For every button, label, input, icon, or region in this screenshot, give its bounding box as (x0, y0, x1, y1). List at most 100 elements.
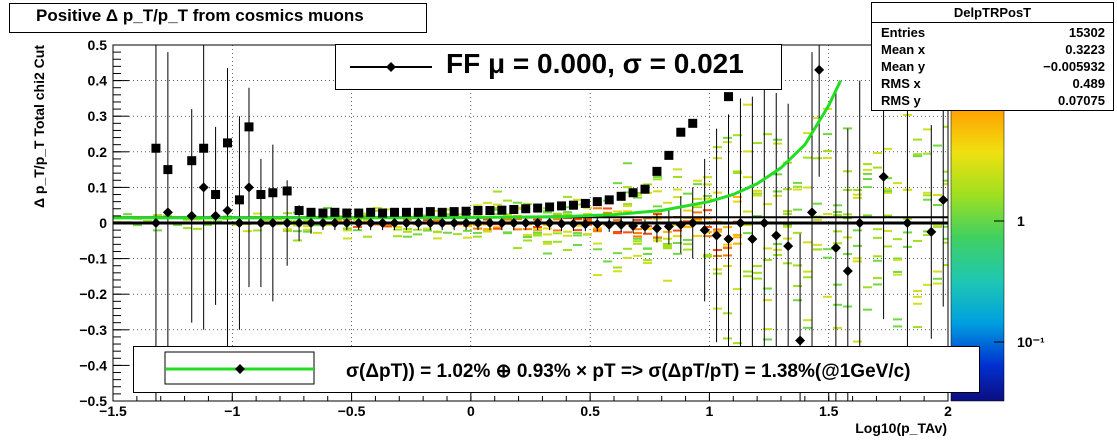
diamond-marker (306, 218, 317, 228)
heatmap-cell (203, 223, 212, 226)
square-marker (390, 207, 400, 217)
heatmap-cell (543, 240, 552, 243)
heatmap-cell (743, 150, 752, 153)
x-tick-label: −1.5 (99, 403, 127, 419)
heatmap-cell (813, 157, 822, 160)
diamond-marker (556, 218, 567, 229)
heatmap-cell (753, 215, 762, 218)
heatmap-cell (823, 156, 832, 159)
heatmap-cell (693, 205, 702, 208)
heatmap-cell (463, 236, 472, 239)
heatmap-cell (773, 248, 782, 251)
heatmap-cell (863, 178, 872, 181)
heatmap-cell (833, 303, 842, 306)
square-marker (724, 92, 734, 102)
heatmap-cell (643, 259, 652, 262)
heatmap-cell (723, 141, 732, 144)
heatmap-cell (893, 270, 902, 273)
fit-curve (113, 79, 842, 220)
heatmap-cell (253, 212, 262, 215)
heatmap-cell (703, 195, 712, 198)
diamond-marker (747, 234, 758, 245)
heatmap-cell (383, 225, 392, 228)
square-marker (294, 206, 304, 216)
diamond-marker (616, 219, 627, 230)
heatmap-cell (573, 198, 582, 201)
y-tick-label: −0.5 (79, 393, 107, 409)
heatmap-cell (733, 242, 742, 245)
heatmap-cell (863, 186, 872, 189)
heatmap-cell (883, 229, 892, 232)
heatmap-cell (743, 210, 752, 213)
heatmap-cell (833, 214, 842, 217)
diamond-marker (842, 266, 853, 277)
heatmap-cell (803, 156, 812, 159)
heatmap-cell (943, 225, 948, 228)
heatmap-cell (723, 312, 732, 315)
heatmap-cell (833, 210, 842, 213)
diamond-marker (473, 218, 484, 228)
heatmap-cell (713, 228, 722, 231)
heatmap-cell (483, 228, 492, 231)
heatmap-cell (823, 295, 832, 298)
heatmap-cell (703, 255, 712, 258)
heatmap-cell (643, 228, 652, 231)
heatmap-cell (793, 284, 802, 287)
heatmap-cell (293, 230, 302, 233)
x-tick-label: 0 (467, 403, 475, 419)
heatmap-cell (803, 326, 812, 329)
heatmap-cell (433, 219, 442, 222)
heatmap-cell (503, 213, 512, 216)
stats-name: DelpTRPosT (953, 5, 1032, 20)
heatmap-cell (883, 245, 892, 248)
heatmap-cell (753, 142, 762, 145)
heatmap-cell (753, 271, 762, 274)
heatmap-cell (303, 228, 312, 231)
heatmap-cell (713, 157, 722, 160)
heatmap-cell (873, 255, 882, 258)
heatmap-cell (533, 231, 542, 234)
heatmap-cell (783, 223, 792, 226)
heatmap-cell (653, 236, 662, 239)
heatmap-cell (833, 283, 842, 286)
heatmap-cell (663, 245, 672, 248)
heatmap-cell (133, 224, 142, 227)
heatmap-cell (923, 194, 932, 197)
heatmap-cell (813, 243, 822, 246)
heatmap-cell (653, 190, 662, 193)
heatmap-cell (713, 146, 722, 149)
heatmap-cell (853, 196, 862, 199)
y-tick-label: 0.2 (88, 144, 108, 160)
heatmap-cell (813, 117, 822, 120)
heatmap-cell (323, 224, 332, 227)
diamond-marker (580, 219, 591, 230)
square-marker (437, 207, 447, 217)
heatmap-cell (593, 230, 602, 233)
square-marker (199, 143, 209, 153)
heatmap-cell (123, 213, 132, 216)
heatmap-cell (833, 242, 842, 245)
square-marker (256, 190, 266, 200)
heatmap-cell (933, 224, 942, 227)
heatmap-cell (823, 149, 832, 152)
x-tick-label: 1.5 (819, 403, 839, 419)
heatmap-cell (443, 231, 452, 234)
heatmap-cell (863, 286, 872, 289)
heatmap-cell (713, 254, 722, 257)
diamond-marker (222, 205, 233, 216)
heatmap-cell (613, 231, 622, 234)
heatmap-cell (733, 233, 742, 236)
heatmap-cell (873, 277, 882, 280)
diamond-marker (508, 218, 519, 228)
heatmap-cell (563, 211, 572, 214)
heatmap-cell (633, 196, 642, 199)
heatmap-cell (673, 235, 682, 238)
square-marker (268, 188, 278, 198)
diamond-marker (807, 207, 818, 218)
heatmap-cell (703, 183, 712, 186)
heatmap-cell (773, 138, 782, 141)
heatmap-cell (633, 242, 642, 245)
heatmap-cell (623, 204, 632, 207)
stats-row-mean-y: Mean y −0.005932 (881, 59, 1105, 74)
heatmap-cell (723, 136, 732, 139)
